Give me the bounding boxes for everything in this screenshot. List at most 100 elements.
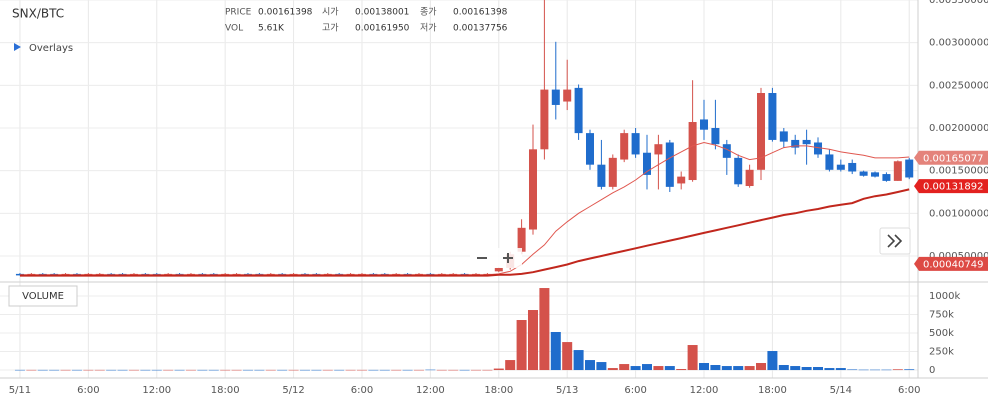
info-label: 저가	[420, 23, 437, 34]
moving-average-line	[20, 141, 910, 276]
y-tick-label: 750k	[929, 310, 954, 321]
info-label: PRICE	[225, 8, 252, 18]
x-tick-label: 6:00	[351, 385, 373, 396]
candle-body	[779, 131, 788, 142]
volume-bar	[311, 369, 322, 371]
volume-bar	[231, 369, 242, 371]
candle-body	[848, 162, 857, 172]
volume-bar	[482, 369, 493, 371]
volume-bar	[584, 360, 595, 371]
volume-bar	[60, 369, 71, 371]
volume-bar	[26, 369, 37, 371]
volume-bar	[128, 369, 139, 371]
candle-body	[597, 164, 606, 187]
volume-bar	[356, 369, 367, 371]
volume-bar	[744, 366, 755, 371]
volume-bar	[881, 369, 892, 371]
volume-bar	[391, 369, 402, 371]
volume-bar	[83, 369, 94, 371]
volume-bar	[630, 366, 641, 371]
volume-bar	[573, 350, 584, 371]
x-tick-label: 12:00	[690, 385, 719, 396]
volume-bar	[835, 368, 846, 371]
symbol: SNX/BTC	[12, 7, 64, 21]
info-label: 시가	[322, 7, 339, 18]
volume-bar	[687, 345, 698, 371]
y-tick-label: 0	[929, 365, 935, 376]
candle-body	[517, 227, 526, 252]
volume-bar	[653, 366, 664, 371]
volume-bar	[505, 360, 516, 371]
volume-bar	[299, 369, 310, 371]
candle-body	[768, 93, 777, 140]
volume-bar	[778, 365, 789, 371]
overlays-toggle[interactable]: Overlays	[29, 43, 73, 54]
candle-body	[814, 142, 823, 155]
candle-body	[825, 154, 834, 170]
price-tag-label: 0.00165077	[923, 153, 983, 164]
volume-bar	[334, 369, 345, 371]
y-tick-label: 250k	[929, 347, 954, 358]
candle-body	[893, 161, 902, 181]
volume-bar	[197, 369, 208, 371]
info-label: VOL	[225, 24, 243, 34]
y-tick-label: 1000k	[929, 291, 960, 302]
info-value: 0.00161950	[355, 24, 410, 34]
volume-bar	[402, 369, 413, 371]
candle-body	[551, 89, 560, 105]
volume-bar	[870, 369, 881, 371]
volume-bar	[14, 369, 25, 371]
volume-bar	[71, 369, 82, 371]
volume-bar	[539, 288, 550, 371]
candle-body	[688, 122, 697, 181]
zoom-controls	[470, 248, 522, 268]
volume-bar	[824, 368, 835, 371]
volume-bar	[277, 369, 288, 371]
candle-body	[494, 267, 503, 272]
candle-body	[574, 87, 583, 134]
y-tick-label: 0.00200000	[929, 123, 988, 134]
candle-body	[802, 139, 811, 145]
price-tag	[914, 256, 988, 271]
candle-body	[643, 152, 652, 175]
volume-bar	[106, 369, 117, 371]
candle-body	[734, 157, 743, 185]
candle-body	[722, 144, 731, 158]
candle-body	[882, 174, 891, 181]
volume-bar	[254, 369, 265, 371]
scroll-right-icon[interactable]	[887, 234, 903, 248]
volume-bar	[117, 369, 128, 371]
volume-bar	[37, 369, 48, 371]
volume-bar	[607, 368, 618, 371]
volume-bar	[813, 367, 824, 371]
candle-body	[608, 157, 617, 187]
x-tick-label: 12:00	[142, 385, 171, 396]
volume-bar	[516, 320, 527, 371]
volume-bar	[322, 369, 333, 371]
overlays-icon[interactable]	[14, 43, 21, 51]
x-tick-label: 5/12	[282, 385, 304, 396]
x-tick-label: 5/11	[9, 385, 31, 396]
candle-body	[654, 144, 663, 155]
volume-bar	[345, 369, 356, 371]
volume-title: VOLUME	[22, 291, 64, 302]
candle-body	[563, 89, 572, 102]
x-tick-label: 18:00	[758, 385, 787, 396]
volume-bar	[619, 364, 630, 371]
y-tick-label: 0.00250000	[929, 80, 988, 91]
x-tick-label: 5/13	[556, 385, 578, 396]
candle-body	[836, 164, 845, 170]
volume-bar	[790, 366, 801, 371]
volume-bar	[265, 369, 276, 371]
info-value: 0.00138001	[355, 8, 409, 18]
y-tick-label: 0.00050000	[929, 251, 988, 262]
volume-bar	[425, 369, 436, 371]
volume-bar	[242, 369, 253, 371]
volume-bar	[493, 368, 504, 371]
candle-body	[631, 133, 640, 155]
volume-bar	[550, 331, 561, 371]
volume-bar	[847, 369, 858, 371]
price-tag	[914, 179, 988, 194]
